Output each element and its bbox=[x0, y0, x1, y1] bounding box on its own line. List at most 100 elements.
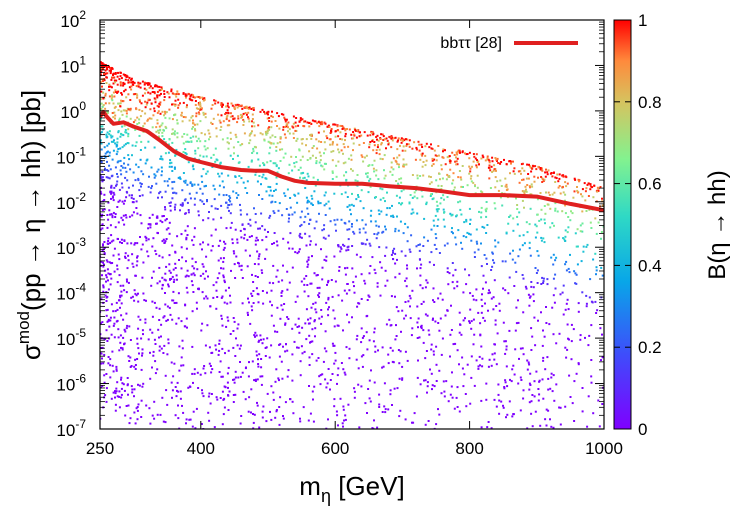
scatter-point bbox=[485, 215, 488, 218]
scatter-point bbox=[471, 165, 473, 168]
scatter-point bbox=[368, 179, 371, 182]
scatter-point bbox=[352, 230, 355, 233]
scatter-point bbox=[112, 91, 115, 94]
scatter-point bbox=[486, 158, 489, 161]
scatter-point bbox=[415, 395, 418, 398]
scatter-point bbox=[468, 321, 471, 324]
scatter-point bbox=[526, 359, 529, 362]
scatter-point bbox=[296, 252, 299, 255]
scatter-point bbox=[461, 356, 464, 359]
scatter-point bbox=[385, 246, 388, 249]
scatter-point bbox=[430, 147, 433, 150]
scatter-point bbox=[319, 154, 322, 157]
scatter-point bbox=[251, 273, 253, 276]
scatter-point bbox=[209, 135, 212, 138]
scatter-point bbox=[123, 83, 126, 86]
scatter-point bbox=[125, 216, 128, 219]
scatter-point bbox=[374, 345, 377, 348]
scatter-point bbox=[104, 102, 107, 105]
scatter-point bbox=[124, 414, 127, 417]
scatter-point bbox=[379, 261, 382, 264]
scatter-point bbox=[153, 417, 156, 420]
scatter-point bbox=[406, 359, 409, 362]
scatter-point bbox=[528, 223, 531, 226]
scatter-point bbox=[366, 134, 369, 137]
scatter-point bbox=[214, 344, 217, 347]
scatter-point bbox=[502, 406, 505, 409]
scatter-point bbox=[117, 102, 120, 105]
scatter-point bbox=[532, 165, 535, 168]
scatter-point bbox=[363, 131, 366, 134]
scatter-point bbox=[124, 143, 127, 146]
scatter-point bbox=[270, 418, 273, 421]
scatter-point bbox=[419, 243, 421, 246]
scatter-point bbox=[540, 236, 543, 239]
scatter-point bbox=[261, 108, 264, 111]
scatter-point bbox=[157, 328, 160, 331]
scatter-point bbox=[457, 176, 460, 179]
scatter-point bbox=[116, 319, 119, 322]
scatter-point bbox=[128, 325, 131, 328]
scatter-point bbox=[576, 191, 579, 194]
scatter-point bbox=[427, 420, 430, 422]
scatter-point bbox=[102, 261, 104, 264]
scatter-point bbox=[494, 245, 497, 248]
scatter-point bbox=[314, 301, 317, 304]
scatter-point bbox=[468, 320, 471, 323]
scatter-point bbox=[408, 294, 411, 297]
scatter-point bbox=[111, 76, 114, 79]
scatter-point bbox=[522, 311, 525, 314]
scatter-point bbox=[438, 329, 441, 332]
scatter-point bbox=[485, 398, 488, 401]
scatter-point bbox=[547, 388, 550, 391]
scatter-point bbox=[109, 213, 111, 216]
scatter-point bbox=[221, 423, 224, 426]
scatter-point bbox=[308, 122, 311, 124]
scatter-point bbox=[204, 116, 207, 119]
scatter-point bbox=[286, 349, 289, 352]
scatter-point bbox=[442, 150, 444, 153]
scatter-point bbox=[442, 194, 445, 197]
scatter-point bbox=[590, 324, 593, 327]
scatter-point bbox=[254, 380, 257, 382]
scatter-point bbox=[161, 221, 164, 224]
scatter-point bbox=[191, 265, 194, 268]
scatter-point bbox=[562, 185, 564, 188]
scatter-point bbox=[168, 306, 171, 309]
scatter-point bbox=[462, 385, 465, 388]
scatter-point bbox=[469, 167, 472, 170]
scatter-point bbox=[401, 140, 404, 143]
scatter-point bbox=[308, 385, 310, 387]
scatter-point bbox=[158, 280, 161, 283]
scatter-point bbox=[283, 133, 286, 136]
scatter-point bbox=[586, 243, 589, 246]
scatter-point bbox=[420, 327, 423, 330]
scatter-point bbox=[462, 186, 464, 188]
scatter-point bbox=[185, 286, 188, 289]
scatter-point bbox=[104, 167, 106, 170]
scatter-point bbox=[249, 218, 252, 221]
scatter-point bbox=[286, 288, 289, 291]
scatter-point bbox=[191, 310, 194, 313]
scatter-point bbox=[250, 388, 253, 391]
scatter-point bbox=[346, 205, 349, 208]
scatter-point bbox=[232, 378, 234, 381]
scatter-point bbox=[134, 179, 137, 182]
scatter-point bbox=[348, 228, 351, 231]
scatter-point bbox=[282, 113, 285, 116]
scatter-point bbox=[164, 152, 167, 155]
scatter-point bbox=[168, 263, 171, 266]
scatter-point bbox=[143, 81, 146, 84]
scatter-point bbox=[158, 102, 161, 105]
scatter-point bbox=[440, 188, 443, 191]
scatter-point bbox=[327, 368, 330, 370]
scatter-point bbox=[567, 308, 570, 311]
scatter-point bbox=[192, 410, 195, 413]
scatter-point bbox=[110, 140, 113, 143]
scatter-point bbox=[395, 194, 398, 197]
scatter-point bbox=[110, 86, 113, 89]
scatter-point bbox=[289, 197, 292, 199]
colorbar-tick-label: 0.4 bbox=[638, 256, 662, 275]
scatter-point bbox=[505, 416, 507, 419]
scatter-point bbox=[550, 172, 553, 174]
